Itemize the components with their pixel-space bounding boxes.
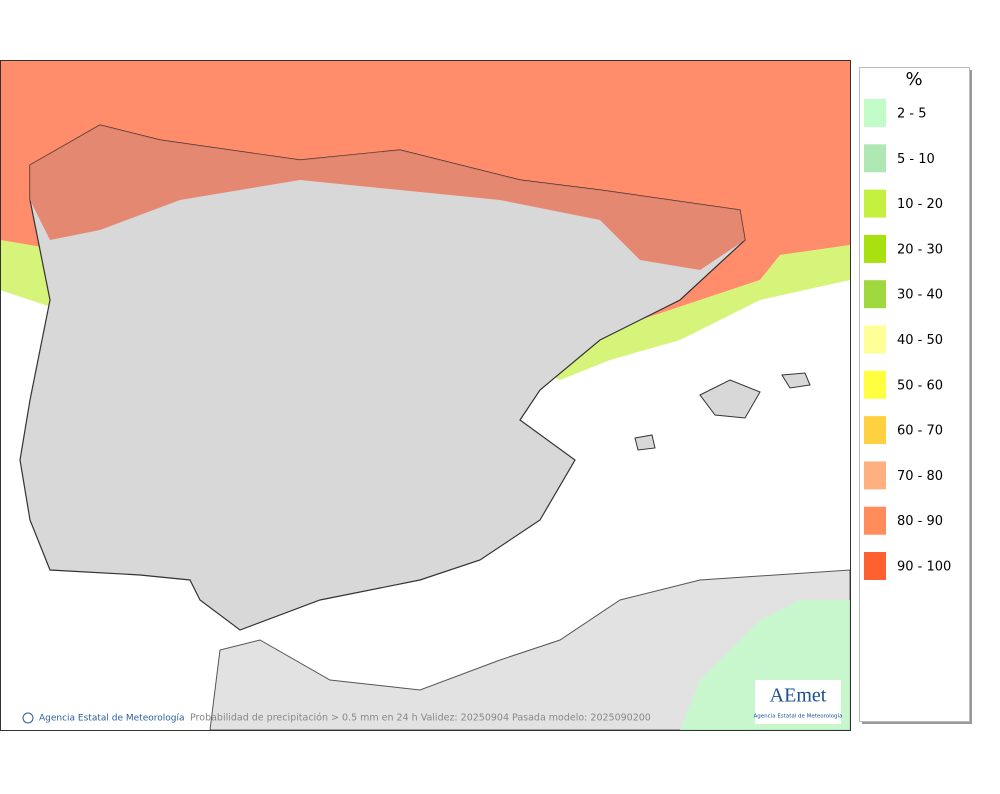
legend-swatch (864, 370, 886, 399)
mallorca (699, 379, 761, 419)
legend-title: % (905, 69, 922, 90)
legend-label: 60 - 70 (897, 424, 943, 439)
logo: AEmet Agencia Estatal de Meteorología (754, 680, 843, 724)
footer: Agencia Estatal de Meteorología Probabil… (22, 712, 651, 724)
legend-label: 40 - 50 (897, 333, 943, 348)
ibiza (634, 434, 656, 451)
map-frame (0, 60, 851, 731)
logo-subtitle: Agencia Estatal de Meteorología (754, 713, 843, 720)
legend-swatch (864, 99, 886, 127)
copyright-icon (22, 712, 34, 724)
logo-text: AEmet (770, 685, 827, 707)
legend-swatch (864, 144, 886, 173)
map (0, 60, 851, 731)
north-coast-precip (30, 125, 745, 270)
legend-label: 80 - 90 (897, 514, 943, 529)
legend-label: 10 - 20 (897, 197, 943, 212)
legend-swatch (864, 461, 886, 490)
legend-label: 30 - 40 (897, 288, 943, 303)
legend-swatch (864, 280, 886, 309)
menorca (781, 372, 811, 389)
legend-label: 2 - 5 (897, 107, 927, 122)
credit: Agencia Estatal de Meteorología (39, 714, 185, 724)
legend-label: 90 - 100 (897, 560, 951, 575)
logo-box (755, 680, 841, 724)
caption: Probabilidad de precipitación > 0.5 mm e… (190, 713, 651, 724)
legend-swatch (864, 325, 886, 354)
legend-label: 5 - 10 (897, 152, 935, 167)
legend-label: 50 - 60 (897, 378, 943, 393)
legend-swatch (864, 234, 886, 263)
legend-label: 20 - 30 (897, 242, 943, 257)
legend-label: 70 - 80 (897, 469, 943, 484)
legend: % 2 - 5 5 - 10 10 - 20 20 - 30 30 - 40 40 - 5… (859, 67, 972, 724)
precip-fringe (0, 190, 850, 380)
legend-swatch (864, 552, 886, 580)
legend-swatch (864, 416, 886, 445)
legend-swatch (864, 189, 886, 218)
legend-swatch (864, 506, 886, 535)
